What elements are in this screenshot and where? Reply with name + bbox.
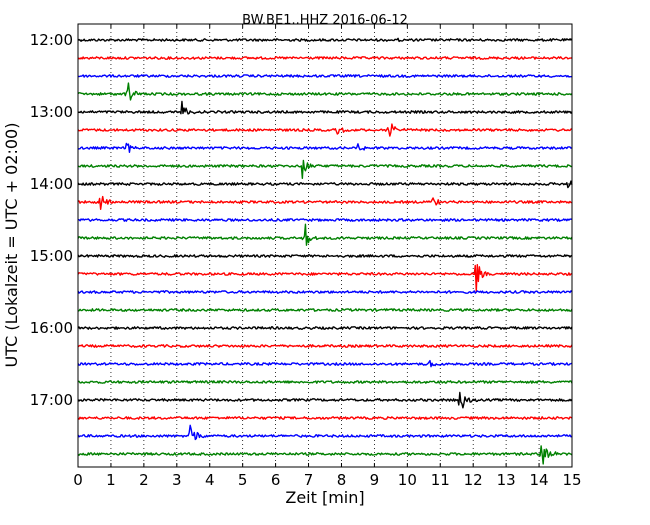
y-tick-label: 12:00: [30, 31, 73, 49]
trace-1545: [77, 308, 573, 312]
x-tick-label: 6: [271, 471, 281, 489]
trace-1445: [77, 223, 573, 246]
x-tick-label: 8: [337, 471, 347, 489]
trace-1600: [77, 326, 573, 330]
x-tick-label: 2: [139, 471, 149, 489]
x-tick-label: 7: [304, 471, 314, 489]
x-axis-label: Zeit [min]: [285, 488, 364, 507]
y-tick-label: 17:00: [30, 391, 73, 409]
x-tick-label: 13: [497, 471, 516, 489]
x-tick-label: 3: [172, 471, 182, 489]
y-tick-label: 13:00: [30, 103, 73, 121]
trace-1645: [77, 380, 573, 384]
x-axis: 0 1 2 3 4 5 6 7 8 9 10 11 12 13 14 15: [73, 24, 582, 489]
trace-1245: [77, 82, 573, 101]
trace-group: [77, 37, 573, 465]
y-axis: 12:00 13:00 14:00 15:00 16:00 17:00: [30, 31, 572, 409]
x-tick-label: 9: [370, 471, 380, 489]
trace-1730: [77, 424, 573, 441]
trace-1515: [77, 264, 573, 293]
x-tick-label: 0: [73, 471, 83, 489]
x-tick-label: 12: [464, 471, 483, 489]
trace-1700: [77, 391, 573, 409]
trace-1200: [77, 37, 573, 43]
trace-1530: [77, 290, 573, 294]
trace-1745: [77, 445, 573, 465]
y-axis-label: UTC (Lokalzeit = UTC + 02:00): [2, 123, 21, 368]
chart-title: BW.BE1..HHZ 2016-06-12: [242, 13, 408, 28]
trace-1430: [77, 218, 573, 222]
trace-1345: [77, 159, 573, 180]
trace-1315: [77, 123, 573, 137]
x-tick-label: 10: [398, 471, 417, 489]
x-tick-label: 15: [562, 471, 581, 489]
trace-1400: [77, 180, 573, 189]
x-tick-label: 1: [106, 471, 116, 489]
trace-1215: [77, 56, 573, 60]
trace-1330: [77, 142, 573, 154]
x-tick-label: 14: [530, 471, 549, 489]
trace-1715: [77, 416, 573, 420]
x-tick-label: 5: [238, 471, 248, 489]
trace-1230: [77, 74, 573, 78]
y-tick-label: 15:00: [30, 247, 73, 265]
trace-1630: [77, 359, 573, 368]
trace-1500: [77, 254, 573, 258]
plot-frame: [77, 23, 573, 468]
y-tick-label: 14:00: [30, 175, 73, 193]
trace-1300: [77, 100, 573, 115]
trace-1615: [77, 344, 573, 348]
trace-1415: [77, 195, 573, 211]
x-tick-label: 4: [205, 471, 215, 489]
x-tick-label: 11: [431, 471, 450, 489]
y-tick-label: 16:00: [30, 319, 73, 337]
